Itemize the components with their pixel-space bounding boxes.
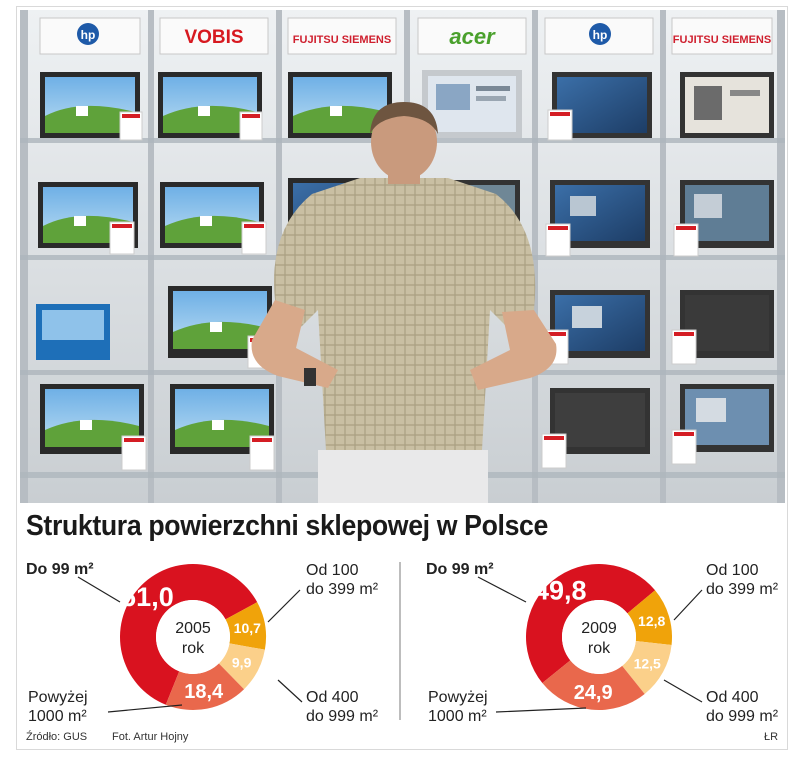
leader-line-huge	[107, 704, 183, 713]
center-word: rok	[588, 640, 611, 657]
brand-signs	[39, 17, 773, 55]
brand-sign-5: hp	[593, 28, 608, 42]
value-label-huge: 18,4	[184, 681, 224, 703]
leader-line-large	[277, 679, 303, 703]
donut-slice-huge	[165, 663, 245, 710]
leader-line-small	[77, 576, 121, 603]
brand-sign-2: VOBIS	[184, 27, 243, 48]
value-label-huge: 24,9	[574, 682, 613, 704]
brand-sign-3: FUJITSU SIEMENS	[293, 34, 391, 46]
donut-slice-large	[218, 643, 265, 690]
value-label-mid: 10,7	[234, 620, 261, 636]
leader-line-mid	[267, 589, 301, 623]
label-large-line1: Od 400	[706, 689, 759, 706]
label-small-area: Do 99 m²	[426, 561, 494, 578]
laptops-row-4	[40, 384, 774, 471]
source-note: Źródło: GUS	[26, 731, 88, 743]
donut-slice-small	[526, 564, 656, 684]
store-photo: hp VOBIS FUJITSU SIEMENS acer hp FUJITSU…	[20, 10, 785, 503]
value-label-mid: 12,8	[638, 613, 665, 629]
donut-hole	[562, 600, 636, 674]
donut-slice-mid	[627, 590, 672, 645]
value-label-large: 9,9	[232, 655, 252, 671]
leader-line-large	[663, 679, 703, 703]
label-huge-line1: Powyżej	[28, 689, 88, 706]
shopper-figure	[251, 102, 557, 503]
laptops-row-3	[36, 286, 774, 369]
label-small-area: Do 99 m²	[26, 561, 94, 578]
photo-credit: Fot. Artur Hojny	[112, 731, 189, 743]
brand-sign-6: FUJITSU SIEMENS	[673, 34, 771, 46]
label-mid-line2: do 399 m²	[306, 581, 379, 598]
store-photo-illustration: hp VOBIS FUJITSU SIEMENS acer hp FUJITSU…	[20, 10, 785, 503]
label-large-line2: do 999 m²	[706, 708, 779, 725]
label-mid-line1: Od 100	[306, 562, 359, 579]
center-year: 2005	[175, 620, 211, 637]
page-title: Struktura powierzchni sklepowej w Polsce	[26, 510, 548, 542]
leader-line-small	[477, 576, 527, 603]
donut-slice-large	[622, 641, 672, 694]
value-label-small: 49,8	[534, 576, 587, 606]
donut-hole	[156, 600, 230, 674]
value-label-large: 12,5	[634, 656, 661, 672]
charts-divider	[399, 562, 401, 720]
label-large-line1: Od 400	[306, 689, 359, 706]
label-huge-line2: 1000 m²	[28, 708, 87, 725]
laptops	[40, 70, 774, 141]
leader-line-huge	[495, 707, 587, 713]
leader-line-mid	[673, 589, 703, 621]
donut-slice-small	[120, 564, 258, 705]
label-mid-line1: Od 100	[706, 562, 759, 579]
center-year: 2009	[581, 620, 617, 637]
donut-slice-huge	[542, 660, 645, 710]
brand-sign-4: acer	[449, 24, 496, 49]
label-huge-line1: Powyżej	[428, 689, 488, 706]
value-label-small: 61,0	[121, 582, 174, 612]
author-initials: ŁR	[764, 731, 779, 743]
label-huge-line2: 1000 m²	[428, 708, 487, 725]
brand-sign-1: hp	[81, 28, 96, 42]
label-large-line2: do 999 m²	[306, 708, 379, 725]
donut-slice-mid	[225, 602, 266, 650]
center-word: rok	[182, 640, 205, 657]
donut-chart-2009: 2009 rok 49,8 12,8 12,5 24,9	[477, 564, 703, 713]
donut-chart-2005: 2005 rok 61,0 10,7 9,9 18,4	[77, 564, 303, 713]
label-mid-line2: do 399 m²	[706, 581, 779, 598]
